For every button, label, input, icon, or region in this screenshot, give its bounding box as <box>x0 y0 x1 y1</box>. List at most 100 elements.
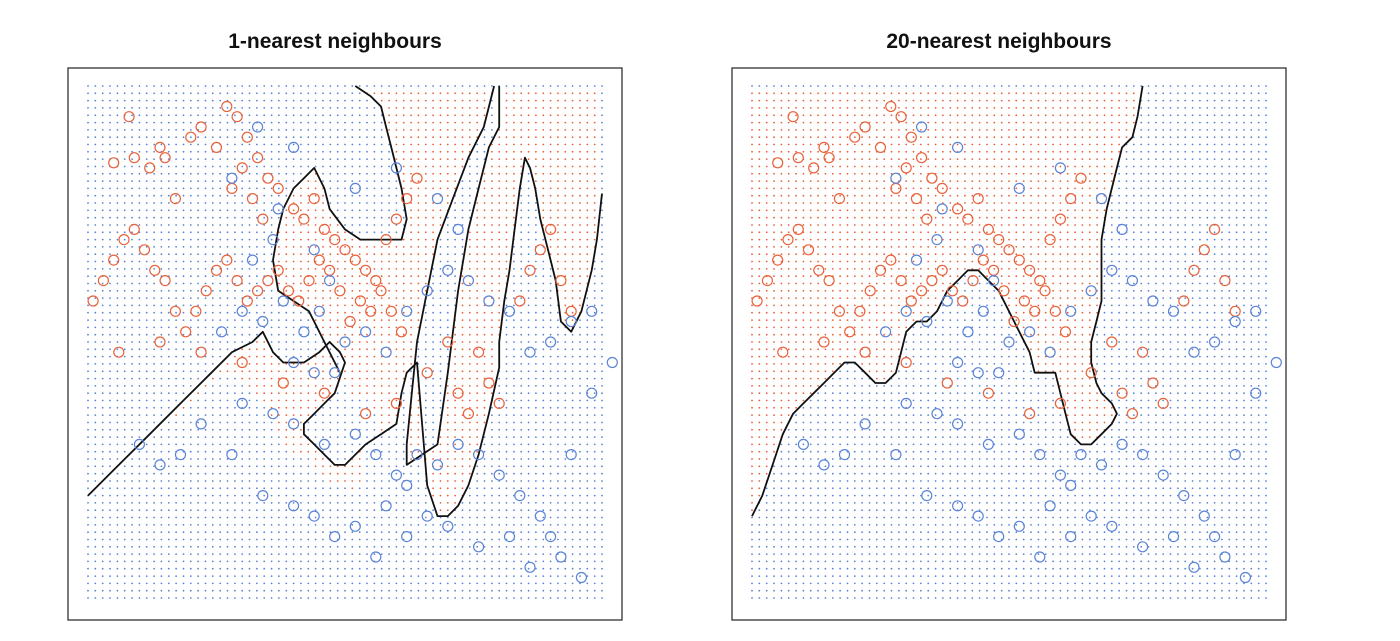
lattice-dot <box>300 238 302 241</box>
lattice-dot <box>446 341 449 343</box>
lattice-dot <box>145 509 148 512</box>
lattice-dot <box>256 297 258 299</box>
lattice-dot <box>270 560 273 563</box>
lattice-dot <box>145 231 148 234</box>
lattice-dot <box>292 143 295 146</box>
lattice-dot <box>322 465 324 468</box>
lattice-dot <box>116 406 119 409</box>
lattice-dot <box>248 406 251 409</box>
lattice-dot <box>395 282 398 285</box>
lattice-dot <box>94 494 97 497</box>
lattice-dot <box>211 99 214 102</box>
lattice-dot <box>182 494 185 497</box>
lattice-dot <box>498 428 501 431</box>
lattice-dot <box>322 428 324 431</box>
lattice-dot <box>373 187 376 190</box>
lattice-dot <box>138 472 141 475</box>
lattice-dot <box>94 253 97 256</box>
lattice-dot <box>241 516 244 519</box>
lattice-dot <box>586 92 589 95</box>
lattice-dot <box>336 502 339 504</box>
lattice-dot <box>549 553 552 555</box>
lattice-dot <box>123 165 126 168</box>
lattice-dot <box>160 524 163 526</box>
lattice-dot <box>549 107 552 109</box>
lattice-dot <box>527 150 530 153</box>
lattice-dot <box>417 304 420 307</box>
lattice-dot <box>182 355 185 358</box>
lattice-dot <box>373 370 376 373</box>
lattice-dot <box>336 297 339 299</box>
lattice-dot <box>256 136 258 139</box>
lattice-dot <box>402 253 405 256</box>
lattice-dot <box>336 524 339 526</box>
lattice-dot <box>167 399 170 402</box>
lattice-dot <box>160 202 163 204</box>
lattice-dot <box>211 136 214 139</box>
lattice-dot <box>336 85 339 87</box>
lattice-dot <box>424 428 427 431</box>
lattice-dot <box>380 165 383 168</box>
lattice-dot <box>123 436 126 438</box>
lattice-dot <box>380 341 383 343</box>
lattice-dot <box>520 545 523 548</box>
lattice-dot <box>116 333 119 336</box>
lattice-dot <box>388 516 390 519</box>
lattice-dot <box>314 231 317 234</box>
lattice-dot <box>366 582 368 585</box>
lattice-dot <box>204 509 207 512</box>
lattice-dot <box>601 582 603 585</box>
lattice-dot <box>601 560 603 563</box>
lattice-dot <box>307 202 310 204</box>
lattice-dot <box>468 560 471 563</box>
lattice-dot <box>116 370 119 373</box>
lattice-dot <box>505 231 508 234</box>
lattice-dot <box>175 502 178 504</box>
lattice-dot <box>329 502 332 504</box>
lattice-dot <box>167 209 170 212</box>
lattice-dot <box>410 472 412 475</box>
lattice-dot <box>189 216 192 219</box>
lattice-dot <box>292 465 295 468</box>
lattice-dot <box>270 136 273 139</box>
lattice-dot <box>586 443 589 446</box>
lattice-dot <box>211 319 214 321</box>
lattice-dot <box>336 443 339 446</box>
lattice-dot <box>248 260 251 263</box>
lattice-dot <box>219 304 222 307</box>
lattice-dot <box>432 531 434 534</box>
lattice-dot <box>424 524 427 526</box>
lattice-dot <box>189 465 192 468</box>
lattice-dot <box>197 450 200 453</box>
lattice-dot <box>586 297 589 299</box>
lattice-dot <box>366 370 368 373</box>
lattice-dot <box>380 494 383 497</box>
lattice-dot <box>131 158 134 161</box>
lattice-dot <box>358 465 361 468</box>
lattice-dot <box>241 216 244 219</box>
lattice-dot <box>586 363 589 365</box>
lattice-dot <box>109 377 111 380</box>
lattice-dot <box>571 282 574 285</box>
lattice-dot <box>160 589 163 592</box>
lattice-dot <box>505 224 508 226</box>
lattice-dot <box>410 414 412 416</box>
lattice-dot <box>204 436 207 438</box>
lattice-dot <box>94 268 97 270</box>
lattice-dot <box>248 107 251 109</box>
lattice-dot <box>175 472 178 475</box>
lattice-dot <box>263 480 266 482</box>
lattice-dot <box>373 304 376 307</box>
lattice-dot <box>549 472 552 475</box>
lattice-dot <box>491 363 493 365</box>
lattice-dot <box>527 216 530 219</box>
lattice-dot <box>579 385 581 387</box>
lattice-dot <box>219 158 222 161</box>
lattice-dot <box>160 326 163 329</box>
lattice-dot <box>564 545 567 548</box>
lattice-dot <box>402 363 405 365</box>
lattice-dot <box>424 560 427 563</box>
lattice-dot <box>454 392 456 395</box>
lattice-dot <box>586 553 589 555</box>
lattice-dot <box>520 326 523 329</box>
